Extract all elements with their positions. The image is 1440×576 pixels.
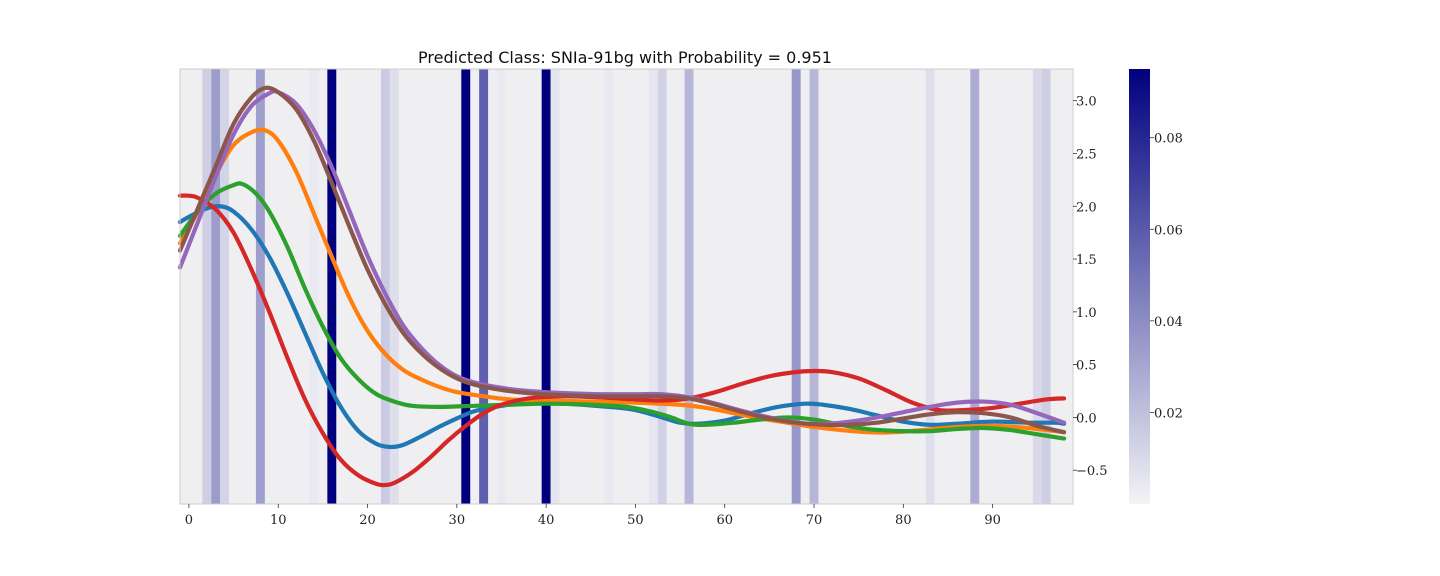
x-tick-label: 30: [449, 513, 466, 528]
attention-band: [925, 69, 935, 504]
attention-band: [809, 69, 819, 504]
attention-band: [497, 69, 506, 504]
attention-band: [791, 69, 801, 504]
x-tick-label: 60: [716, 513, 733, 528]
attention-band: [604, 69, 614, 504]
attention-band: [541, 69, 551, 504]
x-tick-label: 80: [895, 513, 912, 528]
colorbar: 0.08 0.06 0.04 0.02: [1129, 69, 1183, 504]
attention-band: [309, 69, 319, 504]
attention-band: [202, 69, 212, 504]
colorbar-tick-label: 0.08: [1154, 132, 1183, 147]
y-tick-label: 3.0: [1076, 95, 1097, 110]
attention-band: [1032, 69, 1042, 504]
colorbar-tick-label: 0.06: [1154, 223, 1183, 238]
x-tick-label: 70: [806, 513, 823, 528]
attention-band: [479, 69, 489, 504]
attention-band: [211, 69, 221, 504]
colorbar-tick-label: 0.04: [1154, 315, 1183, 330]
x-tick-label: 50: [627, 513, 644, 528]
x-tick-label: 0: [185, 513, 193, 528]
series-line: [177, 181, 1067, 441]
x-tick-label: 20: [359, 513, 376, 528]
attention-band: [461, 69, 471, 504]
attention-band: [389, 69, 399, 504]
attention-band: [648, 69, 658, 504]
chart-title: Predicted Class: SNIa-91bg with Probabil…: [418, 48, 832, 67]
x-axis: 0 10 20 30 40 50 60 70 80 90: [185, 504, 1001, 528]
attention-band: [684, 69, 694, 504]
y-tick-label: 2.0: [1076, 200, 1097, 215]
attention-band: [1041, 69, 1051, 504]
attention-band: [550, 69, 560, 504]
colorbar-tick-label: 0.02: [1154, 406, 1183, 421]
attention-band: [220, 69, 230, 504]
series-line: [177, 127, 1067, 435]
attention-band: [657, 69, 667, 504]
plot-frame: [179, 68, 1074, 505]
series-line: [177, 193, 1067, 488]
y-tick-label: 1.5: [1076, 253, 1097, 268]
attention-band: [970, 69, 980, 504]
colorbar-gradient: [1129, 69, 1150, 504]
y-axis: 3.0 2.5 2.0 1.5 1.0 0.5 0.0 −0.5: [1073, 95, 1108, 479]
attention-band: [380, 69, 390, 504]
x-tick-label: 40: [538, 513, 555, 528]
y-tick-label: 0.5: [1076, 359, 1097, 374]
plot-border: [179, 68, 1074, 505]
x-tick-label: 10: [270, 513, 287, 528]
series-lines: [177, 85, 1067, 488]
y-tick-label: 2.5: [1076, 147, 1097, 162]
series-line: [177, 85, 1067, 435]
attention-band: [327, 69, 337, 504]
y-tick-label: 1.0: [1076, 306, 1097, 321]
y-tick-label: 0.0: [1076, 411, 1097, 426]
y-tick-label: −0.5: [1076, 464, 1108, 479]
x-tick-label: 90: [984, 513, 1001, 528]
